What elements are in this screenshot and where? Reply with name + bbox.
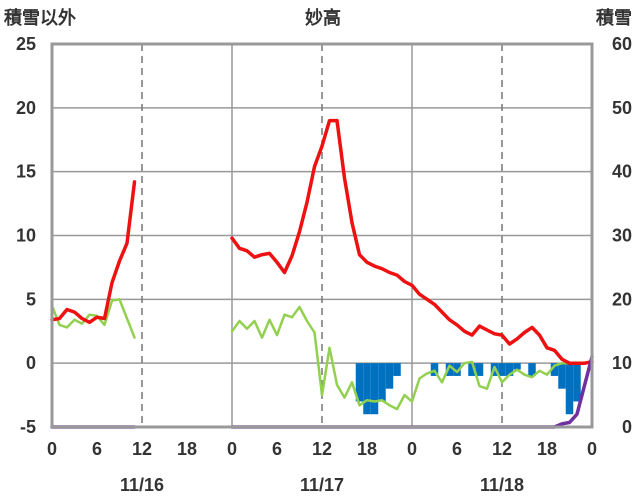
green-series-line (230, 305, 594, 411)
chart-title: 妙高 (305, 7, 341, 29)
left-tick-label: 0 (26, 353, 36, 373)
date-labels: 11/16 11/17 11/18 (120, 475, 524, 495)
blue-bar (550, 363, 559, 376)
x-tick-label: 18 (177, 439, 197, 459)
right-tick-label: 0 (622, 417, 632, 437)
left-tick-label: 20 (16, 98, 36, 118)
right-axis-title: 積雪 (595, 7, 632, 29)
blue-bar (565, 363, 574, 415)
right-tick-label: 60 (612, 34, 632, 54)
x-tick-label: 0 (587, 439, 597, 459)
x-tick-label: 6 (452, 439, 462, 459)
x-tick-label: 18 (357, 439, 377, 459)
blue-bar (445, 363, 454, 376)
blue-bar (513, 363, 521, 370)
grid-lines (52, 44, 592, 427)
blue-bar (528, 363, 536, 376)
blue-bar (385, 363, 394, 389)
blue-bar (475, 363, 484, 376)
left-tick-label: 10 (16, 226, 36, 246)
left-axis-ticks: 25 20 15 10 5 0 -5 (16, 34, 36, 437)
blue-bar (498, 363, 506, 376)
right-axis-ticks: 60 50 40 30 20 10 0 (612, 34, 632, 437)
red-series-line (230, 118, 594, 365)
blue-bar (378, 363, 386, 402)
blue-bar (558, 363, 566, 389)
right-tick-label: 20 (612, 289, 632, 309)
blue-bar (393, 363, 401, 376)
left-tick-label: 25 (16, 34, 36, 54)
date-label: 11/17 (300, 475, 344, 495)
red-series-line (50, 180, 137, 325)
plot-frame (50, 42, 594, 429)
right-tick-label: 30 (612, 226, 632, 246)
right-tick-label: 10 (612, 353, 632, 373)
blue-bar (370, 363, 379, 415)
x-tick-label: 12 (492, 439, 512, 459)
blue-bar (505, 363, 514, 376)
blue-bar (453, 363, 461, 376)
blue-bar (573, 363, 581, 402)
left-tick-label: 15 (16, 162, 36, 182)
x-tick-label: 6 (272, 439, 282, 459)
left-axis-title: 積雪以外 (3, 7, 76, 29)
x-axis-ticks: 0 6 12 18 0 6 12 18 0 6 12 18 0 (47, 439, 597, 459)
x-tick-label: 0 (407, 439, 417, 459)
x-tick-label: 6 (92, 439, 102, 459)
date-label: 11/18 (480, 475, 524, 495)
left-tick-label: 5 (26, 289, 36, 309)
x-tick-label: 0 (227, 439, 237, 459)
green-series-line (50, 298, 136, 339)
x-tick-label: 12 (132, 439, 152, 459)
blue-bar (355, 363, 364, 402)
right-tick-label: 40 (612, 162, 632, 182)
x-tick-label: 0 (47, 439, 57, 459)
left-tick-label: -5 (20, 417, 36, 437)
blue-bar (468, 363, 476, 376)
blue-bar (363, 363, 371, 415)
x-tick-label: 18 (537, 439, 557, 459)
right-tick-label: 50 (612, 98, 632, 118)
x-tick-label: 12 (312, 439, 332, 459)
date-label: 11/16 (120, 475, 164, 495)
